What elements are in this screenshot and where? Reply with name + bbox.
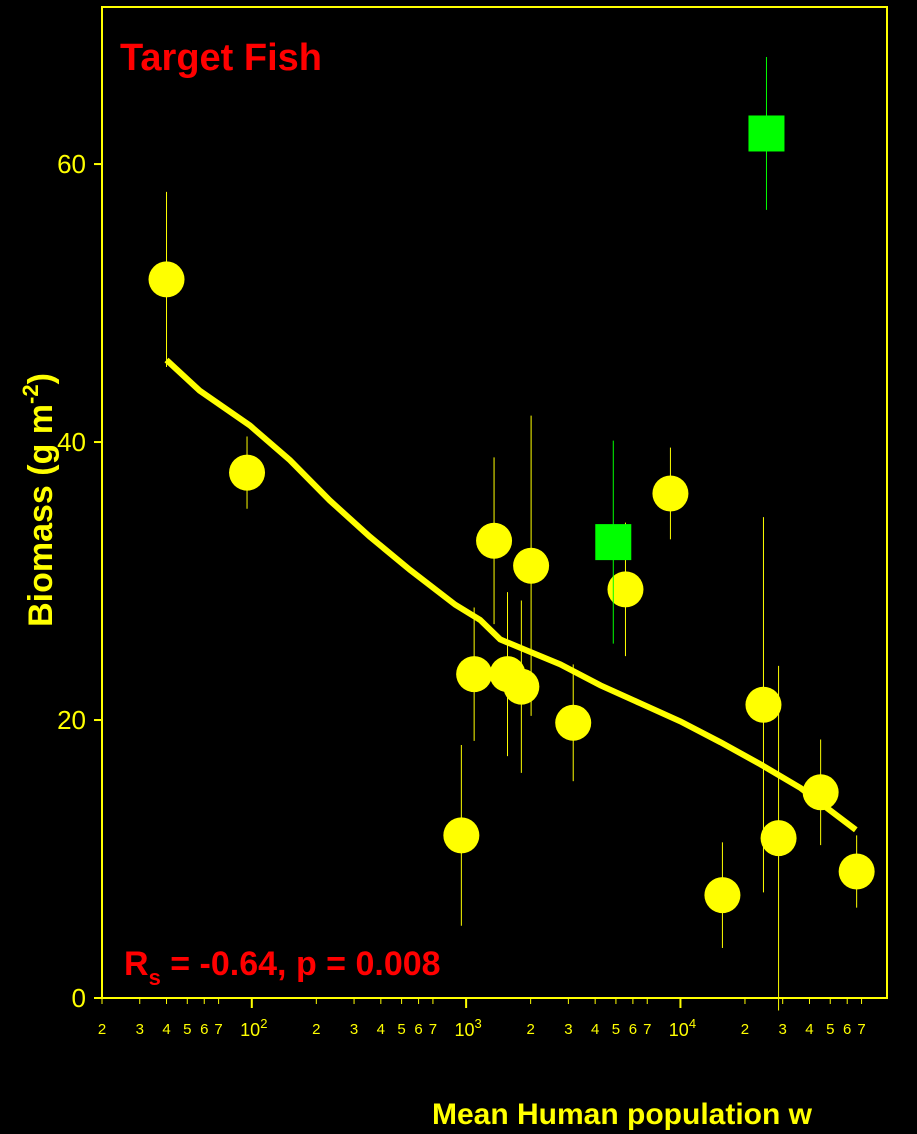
annotation-main: R — [124, 945, 149, 983]
data-point — [503, 668, 540, 705]
data-point — [148, 261, 185, 298]
x-tick-label-exponent: 2 — [260, 1016, 267, 1031]
y-tick-label: 0 — [72, 983, 86, 1013]
x-tick-label: 4 — [162, 1021, 170, 1038]
x-tick-label: 4 — [591, 1021, 599, 1038]
y-axis-label-superscript: -2 — [18, 384, 43, 404]
x-tick-label: 6 — [843, 1021, 851, 1038]
x-tick-label: 102 — [240, 1016, 267, 1040]
y-axis-label: Biomass (g m-2) — [18, 373, 60, 627]
x-tick-label-base: 10 — [454, 1020, 474, 1040]
x-tick-label: 5 — [826, 1021, 834, 1038]
x-tick-label: 7 — [214, 1021, 222, 1038]
x-tick-label: 6 — [200, 1021, 208, 1038]
trend-line — [164, 357, 858, 833]
data-point — [760, 820, 797, 857]
x-tick-label: 2 — [312, 1021, 320, 1038]
data-point — [802, 774, 839, 811]
y-axis-label-end: ) — [22, 373, 60, 384]
data-point — [513, 547, 550, 584]
data-square — [748, 115, 785, 152]
x-tick-label: 2 — [526, 1021, 534, 1038]
y-axis-label-text: Biomass (g m — [22, 404, 60, 627]
x-tick-label: 2 — [98, 1021, 106, 1038]
x-tick-label-base: 10 — [240, 1020, 260, 1040]
x-tick-label: 103 — [454, 1016, 481, 1040]
x-tick-label: 7 — [857, 1021, 865, 1038]
x-tick-label: 3 — [136, 1021, 144, 1038]
y-tick-label: 60 — [57, 149, 86, 179]
x-tick-label: 3 — [350, 1021, 358, 1038]
y-tick-label: 40 — [57, 427, 86, 457]
x-tick-label: 7 — [429, 1021, 437, 1038]
x-tick-label: 4 — [805, 1021, 813, 1038]
data-point — [443, 817, 480, 854]
x-tick-label: 6 — [629, 1021, 637, 1038]
x-tick-label: 104 — [669, 1016, 696, 1040]
data-point — [652, 475, 689, 512]
x-tick-label: 6 — [414, 1021, 422, 1038]
annotation-text: = -0.64, p = 0.008 — [161, 945, 441, 983]
data-point — [838, 853, 875, 890]
data-point — [555, 704, 592, 741]
x-tick-label-base: 10 — [669, 1020, 689, 1040]
x-tick-label: 2 — [741, 1021, 749, 1038]
x-axis-label: Mean Human population w — [432, 1098, 813, 1131]
x-tick-label: 7 — [643, 1021, 651, 1038]
x-tick-label: 5 — [612, 1021, 620, 1038]
x-tick-label: 3 — [779, 1021, 787, 1038]
data-point — [745, 686, 782, 723]
data-point — [607, 571, 644, 608]
annotation: Rs = -0.64, p = 0.008 — [124, 945, 441, 990]
x-tick-label: 3 — [564, 1021, 572, 1038]
x-tick-label: 5 — [183, 1021, 191, 1038]
data-point — [456, 656, 493, 693]
data-point — [704, 877, 741, 914]
data-square — [595, 524, 632, 561]
x-tick-label-exponent: 3 — [475, 1016, 482, 1031]
annotation-subscript: s — [149, 965, 161, 990]
chart-title: Target Fish — [120, 37, 322, 79]
x-tick-label: 4 — [377, 1021, 385, 1038]
data-point — [229, 454, 266, 491]
x-tick-label: 5 — [397, 1021, 405, 1038]
x-tick-label-exponent: 4 — [689, 1016, 696, 1031]
plot-frame — [101, 6, 888, 999]
data-point — [476, 522, 513, 559]
y-tick-label: 20 — [57, 705, 86, 735]
